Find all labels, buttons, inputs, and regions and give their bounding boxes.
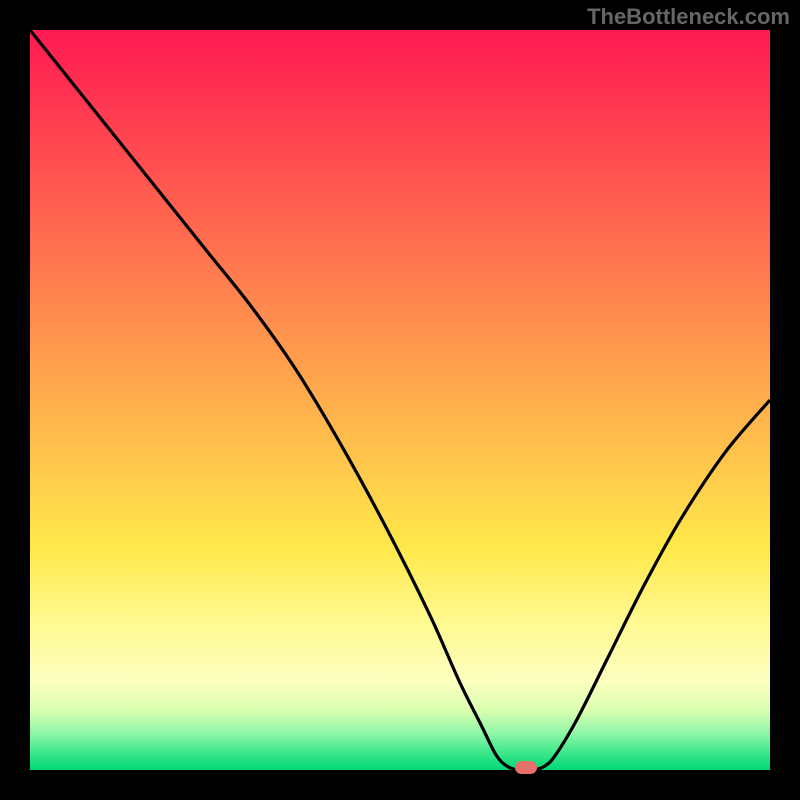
curve-line <box>30 30 770 770</box>
chart-container: TheBottleneck.com <box>0 0 800 800</box>
watermark-text: TheBottleneck.com <box>587 4 790 30</box>
plot-area <box>30 30 770 770</box>
minimum-marker <box>515 761 537 774</box>
